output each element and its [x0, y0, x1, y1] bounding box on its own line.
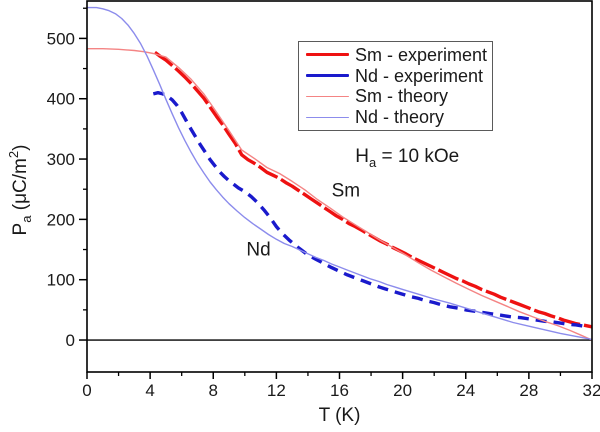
- legend-item-label: Nd - experiment: [355, 65, 484, 86]
- x-axis: 0 4 8 12 16 20 24 28 32: [82, 372, 600, 400]
- x-tick-label: 20: [393, 381, 412, 400]
- x-tick-label: 4: [145, 381, 154, 400]
- legend-line-sample: [306, 95, 349, 97]
- curve-sm-experiment: [153, 50, 593, 329]
- y-axis-label: Pa​ (μC/m2​): [6, 145, 34, 236]
- curve-nd-experiment: [152, 91, 590, 330]
- y-tick-label: 500: [47, 29, 75, 48]
- legend-item-label: Sm - experiment: [355, 44, 488, 65]
- y-axis: 0 100 200 300 400 500: [47, 7, 87, 350]
- curve-nd-theory: [87, 6, 593, 341]
- y-tick-label: 300: [47, 150, 75, 169]
- curve-label-nd: Nd: [246, 240, 270, 261]
- legend-item-label: Nd - theory: [355, 107, 445, 128]
- legend-item: Nd - experiment: [299, 66, 492, 86]
- legend-item: Sm - experiment: [299, 45, 492, 65]
- x-tick-label: 12: [267, 381, 286, 400]
- curve-label-sm: Sm: [332, 180, 361, 201]
- x-tick-label: 24: [456, 381, 475, 400]
- legend-line-sample: [306, 74, 349, 78]
- legend-item: Nd - theory: [299, 107, 492, 127]
- legend-line-sample: [306, 116, 349, 118]
- y-tick-label: 100: [47, 271, 75, 290]
- y-tick-label: 200: [47, 210, 75, 229]
- y-tick-label: 0: [66, 331, 75, 350]
- x-tick-label: 32: [583, 381, 600, 400]
- legend-line-sample: [306, 53, 349, 57]
- x-tick-label: 28: [519, 381, 538, 400]
- y-tick-label: 400: [47, 90, 75, 109]
- x-tick-label: 16: [330, 381, 349, 400]
- x-axis-label: T (K): [319, 405, 361, 426]
- x-tick-label: 8: [209, 381, 218, 400]
- curve-sm-theory: [87, 48, 593, 341]
- legend: Sm - experiment Nd - experiment Sm - theor…: [298, 41, 493, 131]
- legend-item: Sm - theory: [299, 86, 492, 106]
- annotation-field: Ha​ = 10 kOe: [355, 146, 459, 170]
- x-tick-label: 0: [82, 381, 91, 400]
- legend-item-label: Sm - theory: [355, 86, 449, 107]
